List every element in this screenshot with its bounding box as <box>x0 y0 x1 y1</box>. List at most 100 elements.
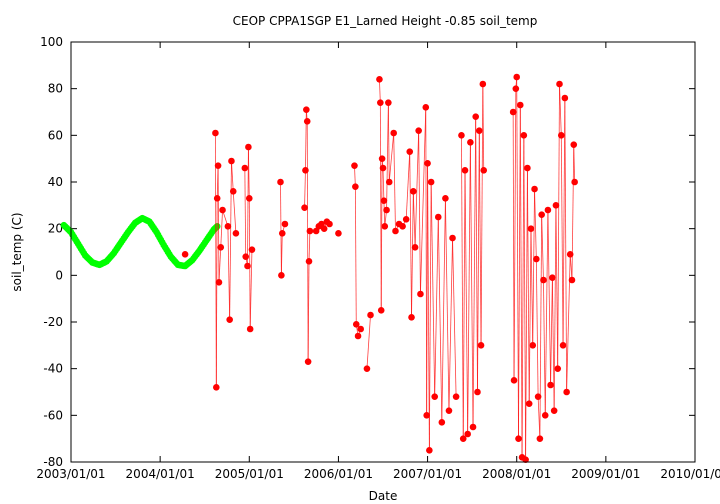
data-point <box>213 195 221 202</box>
data-point <box>167 253 175 260</box>
data-point <box>385 99 392 106</box>
series-line <box>217 165 220 283</box>
data-point <box>160 241 168 249</box>
data-point <box>228 157 235 165</box>
data-point <box>552 202 560 209</box>
data-point <box>215 279 223 286</box>
series-line <box>532 188 535 346</box>
x-tick-label: 2003/01/01 <box>36 467 105 481</box>
series-line <box>220 209 223 248</box>
series-line <box>379 79 381 103</box>
series-line <box>437 216 443 423</box>
series-line <box>229 160 232 320</box>
series-line <box>477 130 480 393</box>
data-point <box>512 85 520 92</box>
series-line <box>557 83 560 369</box>
series-line <box>539 214 543 439</box>
data-point <box>424 160 431 167</box>
data-point <box>60 221 68 229</box>
data-point <box>422 104 430 111</box>
data-point <box>541 412 549 419</box>
x-tick-label: 2008/01/01 <box>482 467 551 481</box>
data-point <box>377 99 384 106</box>
series-line <box>420 107 427 295</box>
series-line <box>306 121 309 362</box>
data-point <box>153 228 160 236</box>
data-point <box>146 218 153 225</box>
series-line <box>518 104 521 439</box>
series-line <box>386 102 389 211</box>
data-point <box>529 342 537 349</box>
y-tick-label: 100 <box>40 35 63 49</box>
series-line <box>366 314 371 369</box>
data-point <box>477 342 485 349</box>
data-point <box>246 325 254 333</box>
data-point <box>544 206 552 214</box>
series-line <box>411 191 414 318</box>
data-point <box>214 162 222 169</box>
x-tick-label: 2004/01/01 <box>126 467 195 481</box>
data-point <box>392 227 399 235</box>
axes: -80 -60 -40 -20 0 20 40 60 80 100 2003/01/01 2004/0… <box>36 35 720 481</box>
series-line <box>227 226 231 320</box>
data-point <box>181 251 189 258</box>
series-line <box>412 191 416 248</box>
series-line <box>551 277 555 411</box>
data-point <box>536 435 544 442</box>
y-tick-label: 80 <box>48 82 63 96</box>
series-line <box>427 163 430 451</box>
series-line <box>393 132 396 232</box>
data-point <box>449 234 456 242</box>
series-line <box>553 205 557 411</box>
series-line <box>445 198 450 411</box>
data-point <box>242 253 250 260</box>
data-point <box>241 164 249 172</box>
series-line <box>560 135 564 346</box>
data-point <box>103 258 110 265</box>
data-point <box>510 377 518 384</box>
series-line <box>523 135 527 460</box>
series-line <box>566 254 571 393</box>
series-line <box>383 200 386 227</box>
data-point <box>469 423 477 431</box>
series-line <box>244 167 247 257</box>
series-line <box>249 249 253 330</box>
chart-title: CEOP CPPA1SGP E1_Larned Height -0.85 soi… <box>233 14 538 28</box>
series-line <box>388 132 395 183</box>
series-line <box>218 247 222 283</box>
data-point <box>408 314 415 321</box>
data-point <box>245 143 252 151</box>
series-line <box>387 102 390 183</box>
series-line <box>280 233 283 276</box>
series-line <box>521 135 525 458</box>
data-point <box>378 155 386 162</box>
data-point <box>217 244 225 251</box>
data-point <box>438 419 446 426</box>
data-point <box>524 164 531 172</box>
data-point <box>379 164 387 172</box>
data-point <box>357 325 365 333</box>
data-point <box>556 80 563 88</box>
data-point <box>559 342 567 349</box>
series-line <box>525 167 528 460</box>
series-line <box>441 198 446 423</box>
data-point <box>525 400 533 407</box>
data-point <box>540 276 547 284</box>
data-point <box>390 129 397 137</box>
data-point <box>363 365 371 372</box>
data-point <box>402 216 410 223</box>
series-line <box>448 237 453 411</box>
data-point <box>376 76 383 83</box>
series-line <box>478 130 482 346</box>
data-point <box>513 73 521 81</box>
data-point <box>139 214 146 222</box>
data-point <box>411 244 419 251</box>
data-point <box>461 167 469 174</box>
x-tick-label: 2006/01/01 <box>304 467 373 481</box>
series-line <box>573 144 576 183</box>
data-point <box>399 223 406 230</box>
data-point <box>427 178 435 186</box>
data-point <box>306 227 314 235</box>
series-line <box>475 116 478 393</box>
data-point <box>426 447 433 454</box>
